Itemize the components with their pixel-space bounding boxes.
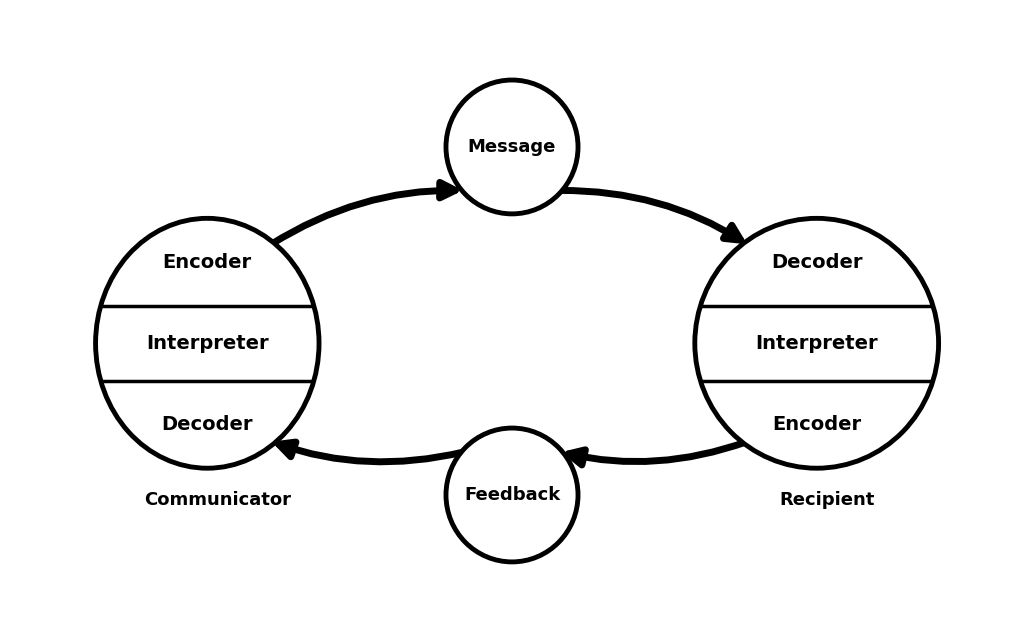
Ellipse shape <box>95 218 319 468</box>
Text: Decoder: Decoder <box>771 253 862 272</box>
Text: Encoder: Encoder <box>163 253 252 272</box>
Text: Interpreter: Interpreter <box>756 334 878 353</box>
FancyArrowPatch shape <box>279 442 463 462</box>
Text: Communicator: Communicator <box>144 491 291 508</box>
FancyArrowPatch shape <box>568 442 748 465</box>
FancyArrowPatch shape <box>271 182 456 244</box>
Text: Feedback: Feedback <box>464 486 560 504</box>
Text: Recipient: Recipient <box>779 491 874 508</box>
Text: Message: Message <box>468 138 556 156</box>
Text: Encoder: Encoder <box>772 415 861 434</box>
Ellipse shape <box>695 218 939 468</box>
FancyArrowPatch shape <box>561 191 740 240</box>
Text: Decoder: Decoder <box>162 415 253 434</box>
Ellipse shape <box>446 80 578 214</box>
Text: Interpreter: Interpreter <box>146 334 268 353</box>
Ellipse shape <box>446 428 578 562</box>
